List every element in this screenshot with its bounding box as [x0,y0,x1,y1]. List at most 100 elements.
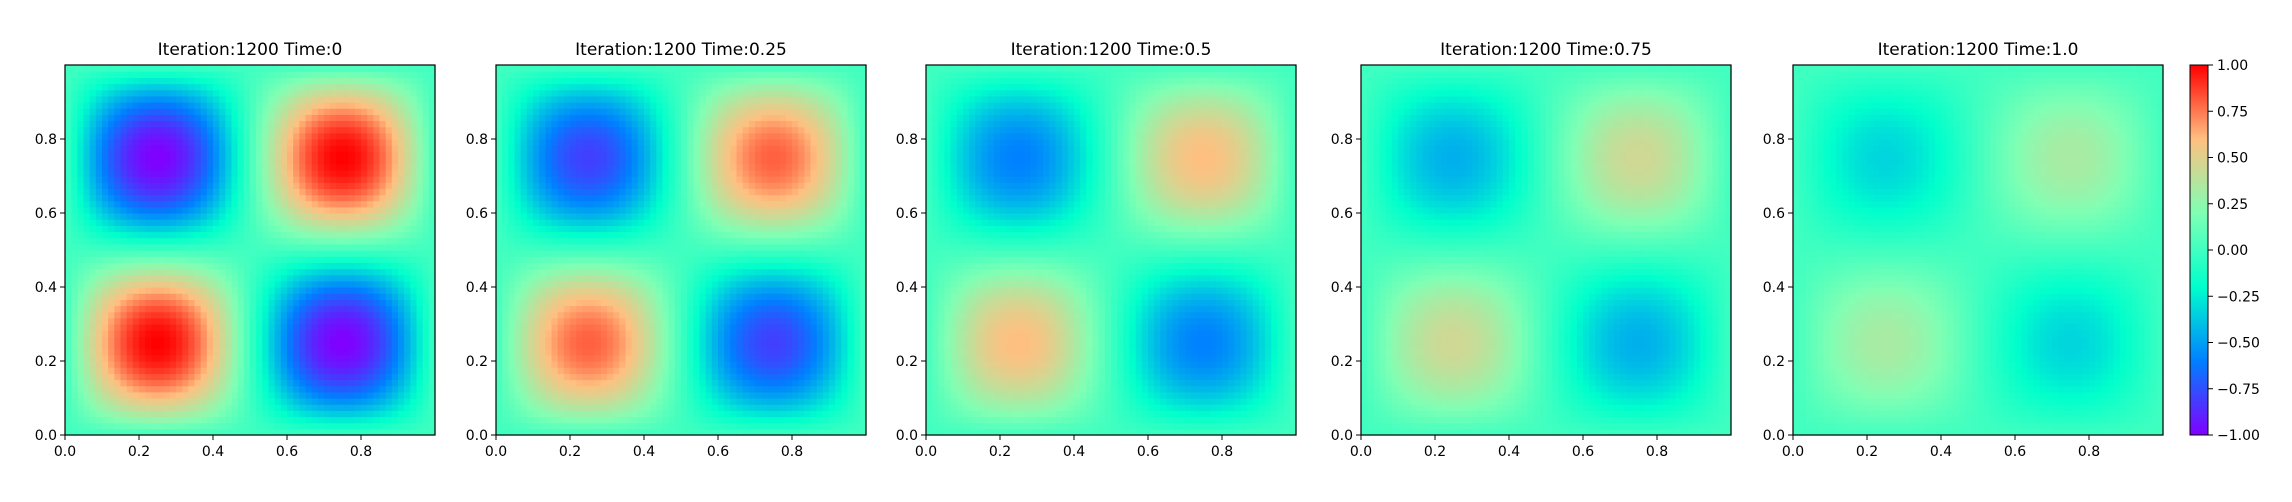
heatmap-cell [595,127,602,134]
heatmap-cell [306,287,313,294]
heatmap-cell [71,151,78,158]
heatmap-cell [127,281,134,288]
heatmap-cell [404,404,411,411]
heatmap-cell [533,343,540,350]
heatmap-cell [139,133,146,140]
heatmap-cell [582,96,589,103]
heatmap-cell [188,287,195,294]
heatmap-cell [195,164,202,171]
heatmap-cell [262,343,269,350]
heatmap-cell [96,404,103,411]
heatmap-cell [515,306,522,313]
heatmap-cell [201,275,208,282]
heatmap-cell [595,108,602,115]
heatmap-cell [238,281,245,288]
heatmap-cell [570,293,577,300]
heatmap-cell [502,306,509,313]
heatmap-cell [380,77,387,84]
heatmap-cell [398,306,405,313]
heatmap-cell [170,380,177,387]
heatmap-cell [582,114,589,121]
heatmap-cell [219,244,226,251]
heatmap-cell [626,318,633,325]
heatmap-cell [502,195,509,202]
heatmap-cell [71,318,78,325]
heatmap-cell [213,71,220,78]
heatmap-cell [508,77,515,84]
heatmap-cell [386,65,393,72]
heatmap-cell [219,256,226,263]
heatmap-cell [496,367,503,374]
heatmap-cell [71,188,78,195]
heatmap-cell [71,380,78,387]
heatmap-cell [65,287,72,294]
heatmap-cell [158,151,165,158]
heatmap-cell [380,114,387,121]
heatmap-cell [508,127,515,134]
heatmap-cell [232,293,239,300]
heatmap-cell [207,102,214,109]
heatmap-cell [318,287,325,294]
heatmap-cell [133,336,140,343]
heatmap-cell [367,232,374,239]
heatmap-cell [306,423,313,430]
heatmap-cell [201,145,208,152]
heatmap-cell [232,139,239,146]
heatmap-cell [102,188,109,195]
heatmap-cell [299,108,306,115]
heatmap-cell [232,287,239,294]
heatmap-cell [576,238,583,245]
heatmap-cell [386,299,393,306]
heatmap-cell [355,287,362,294]
heatmap-cell [127,176,134,183]
heatmap-cell [195,225,202,232]
heatmap-cell [170,65,177,72]
heatmap-cell [502,182,509,189]
heatmap-cell [306,213,313,220]
heatmap-cell [201,312,208,319]
heatmap-cell [521,306,528,313]
heatmap-cell [613,293,620,300]
heatmap-cell [102,170,109,177]
heatmap-cell [306,262,313,269]
heatmap-cell [373,102,380,109]
heatmap-cell [343,398,350,405]
heatmap-cell [539,213,546,220]
heatmap-cell [545,299,552,306]
heatmap-cell [195,410,202,417]
heatmap-cell [589,121,596,128]
heatmap-cell [164,108,171,115]
heatmap-cell [127,367,134,374]
heatmap-cell [515,207,522,214]
heatmap-cell [250,299,257,306]
heatmap-cell [361,219,368,226]
heatmap-cell [423,213,430,220]
heatmap-cell [373,367,380,374]
heatmap-cell [108,102,115,109]
heatmap-cell [367,336,374,343]
heatmap-cell [90,84,97,91]
heatmap-cell [139,176,146,183]
heatmap-cell [158,176,165,183]
heatmap-cell [299,343,306,350]
heatmap-cell [576,392,583,399]
heatmap-cell [533,269,540,276]
heatmap-cell [343,306,350,313]
heatmap-cell [114,355,121,362]
heatmap-cell [318,306,325,313]
heatmap-cell [539,182,546,189]
heatmap-cell [570,207,577,214]
heatmap-cell [139,330,146,337]
heatmap-cell [281,71,288,78]
heatmap-cell [71,71,78,78]
heatmap-cell [269,151,276,158]
heatmap-cell [77,84,84,91]
heatmap-cell [533,188,540,195]
heatmap-cell [269,269,276,276]
heatmap-cell [632,164,639,171]
heatmap-cell [508,262,515,269]
heatmap-cell [626,96,633,103]
heatmap-cell [312,367,319,374]
heatmap-cell [417,71,424,78]
heatmap-cell [349,151,356,158]
